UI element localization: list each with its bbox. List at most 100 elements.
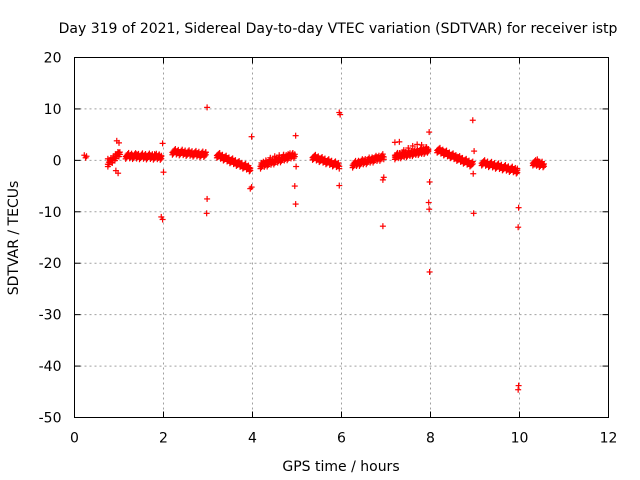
data-point bbox=[159, 140, 166, 147]
data-point bbox=[116, 139, 122, 146]
data-point bbox=[360, 157, 367, 164]
data-point bbox=[116, 149, 122, 156]
data-point bbox=[113, 153, 120, 160]
data-point bbox=[454, 153, 461, 160]
x-tick-label: 12 bbox=[600, 431, 618, 447]
data-point bbox=[426, 178, 433, 185]
data-point bbox=[538, 160, 545, 167]
data-point bbox=[378, 153, 385, 160]
data-point bbox=[424, 149, 431, 156]
data-point bbox=[229, 158, 236, 165]
data-point bbox=[157, 156, 164, 163]
data-point bbox=[514, 165, 521, 172]
data-point bbox=[336, 165, 343, 172]
x-tick-label: 0 bbox=[70, 431, 79, 447]
data-point bbox=[198, 150, 205, 157]
data-point bbox=[463, 157, 470, 164]
data-point bbox=[220, 154, 227, 161]
data-point bbox=[336, 182, 343, 189]
data-point bbox=[184, 150, 191, 157]
data-point bbox=[489, 162, 496, 169]
x-tick-label: 6 bbox=[337, 431, 346, 447]
data-point bbox=[374, 154, 381, 161]
data-point bbox=[391, 152, 398, 159]
data-point bbox=[440, 148, 447, 155]
data-point bbox=[258, 159, 265, 166]
y-tick-label: -10 bbox=[39, 205, 62, 221]
data-point bbox=[202, 149, 209, 156]
data-point bbox=[311, 153, 318, 160]
x-tick-label: 10 bbox=[511, 431, 529, 447]
data-point bbox=[532, 161, 539, 168]
data-point bbox=[291, 183, 298, 190]
data-point bbox=[335, 162, 342, 169]
data-point bbox=[369, 155, 376, 162]
data-point bbox=[138, 152, 145, 159]
data-point bbox=[515, 224, 522, 231]
data-point bbox=[238, 161, 245, 168]
data-point bbox=[267, 154, 274, 161]
data-point bbox=[201, 152, 208, 159]
data-point bbox=[423, 143, 430, 150]
y-axis-label: SDTVAR / TECUs bbox=[6, 181, 22, 296]
data-point bbox=[409, 142, 416, 149]
data-point bbox=[147, 152, 154, 159]
x-tick-label: 2 bbox=[159, 431, 168, 447]
y-tick-label: 20 bbox=[44, 51, 62, 67]
data-point bbox=[470, 210, 477, 217]
data-point bbox=[467, 159, 474, 166]
data-point bbox=[356, 158, 363, 165]
x-tick-labels: 0 2 4 6 8 10 12 bbox=[70, 431, 617, 447]
data-point bbox=[480, 158, 487, 165]
data-point bbox=[248, 133, 255, 140]
data-point bbox=[445, 150, 452, 157]
data-point bbox=[225, 157, 232, 164]
data-points bbox=[81, 104, 547, 393]
data-point bbox=[124, 151, 131, 158]
data-point bbox=[380, 174, 387, 181]
data-point bbox=[193, 152, 200, 159]
data-point bbox=[109, 159, 116, 166]
data-point bbox=[160, 169, 167, 176]
data-point bbox=[246, 164, 253, 171]
data-point bbox=[436, 146, 443, 153]
data-point bbox=[289, 150, 296, 157]
x-tick-label: 8 bbox=[426, 431, 435, 447]
data-point bbox=[400, 147, 407, 154]
data-point bbox=[316, 155, 323, 162]
data-point bbox=[426, 268, 433, 275]
data-point bbox=[426, 206, 433, 213]
data-point bbox=[320, 157, 327, 164]
data-point bbox=[204, 195, 211, 202]
data-point bbox=[337, 111, 344, 118]
data-point bbox=[292, 201, 299, 208]
data-point bbox=[470, 170, 477, 177]
axis-ticks bbox=[74, 57, 609, 418]
data-point bbox=[458, 155, 465, 162]
data-point bbox=[248, 184, 255, 191]
data-point bbox=[242, 163, 249, 170]
data-point bbox=[334, 161, 341, 168]
data-point bbox=[247, 167, 254, 174]
data-point bbox=[83, 153, 90, 160]
data-point bbox=[365, 156, 372, 163]
data-point bbox=[110, 154, 117, 161]
data-point bbox=[292, 132, 299, 139]
data-point bbox=[133, 151, 140, 158]
data-point bbox=[158, 152, 165, 159]
data-point bbox=[379, 223, 386, 230]
data-point bbox=[405, 145, 412, 152]
data-point bbox=[158, 213, 165, 220]
data-point bbox=[418, 141, 425, 148]
data-point bbox=[293, 163, 300, 170]
data-point bbox=[380, 156, 387, 163]
data-point bbox=[203, 210, 210, 217]
data-point bbox=[515, 204, 522, 211]
data-point bbox=[171, 148, 178, 155]
data-point bbox=[396, 150, 403, 157]
data-point bbox=[351, 159, 358, 166]
data-point bbox=[425, 199, 432, 206]
data-point bbox=[180, 149, 187, 156]
data-point bbox=[262, 157, 269, 164]
